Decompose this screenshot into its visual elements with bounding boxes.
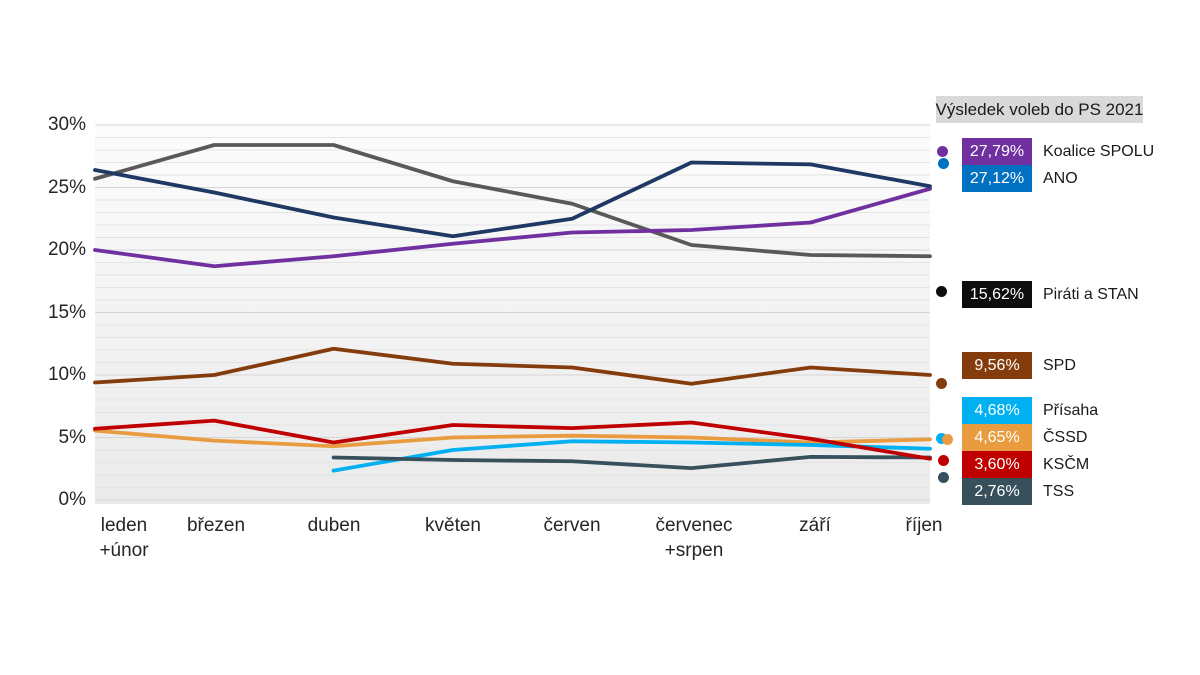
y-tick-label: 30% — [47, 114, 86, 135]
election-dot-cssd — [941, 434, 953, 446]
y-tick-label: 0% — [58, 489, 86, 510]
x-tick-label-brezen: březen — [186, 515, 246, 536]
legend-result-swatch: 15,62% — [962, 281, 1032, 308]
legend-result-swatch: 4,68% — [962, 397, 1032, 424]
legend-party-label: Přísaha — [1043, 401, 1099, 419]
election-dot-ano — [938, 158, 949, 169]
series-line-ano — [93, 160, 932, 239]
legend-party-label: SPD — [1043, 356, 1076, 374]
legend-result-swatch: 9,56% — [962, 352, 1032, 379]
y-tick-label: 15% — [47, 301, 86, 323]
legend-result-swatch: 27,79% — [962, 138, 1032, 165]
y-tick-label: 5% — [58, 426, 86, 448]
legend-result-swatch: 3,60% — [962, 451, 1032, 478]
legend-row-koalice-spolu: 27,79% Koalice SPOLU — [962, 138, 1154, 165]
x-tick-label-leden: leden +únor — [99, 515, 149, 561]
election-dot-spd — [935, 377, 947, 389]
series-line-tss — [331, 454, 932, 471]
legend-result-swatch: 27,12% — [962, 165, 1032, 192]
y-tick-label: 20% — [47, 239, 86, 260]
series-line-koalice-spolu — [93, 186, 932, 269]
legend-result-swatch: 2,76% — [962, 478, 1032, 505]
election-dot-pirati-a-stan — [936, 286, 947, 298]
election-dot-tss — [937, 471, 949, 483]
x-tick-label-cerven: červen — [543, 515, 601, 536]
x-tick-label-cervenec: červenec +srpen — [655, 515, 733, 561]
y-tick-label: 25% — [47, 176, 86, 198]
series-line-spd — [93, 346, 932, 386]
legend-party-label: TSS — [1043, 482, 1075, 500]
legend-party-label: ANO — [1043, 169, 1078, 187]
series-line-pirati-a-stan — [93, 143, 932, 259]
legend-party-label: ČSSD — [1043, 428, 1088, 446]
election-dot-kscm — [937, 454, 949, 466]
series-line-cssd — [93, 428, 932, 449]
x-tick-label-duben: duben — [307, 515, 361, 536]
y-tick-label: 10% — [47, 364, 86, 385]
legend-row-ano: 27,12% ANO — [962, 165, 1078, 192]
legend-party-label: KSČM — [1043, 455, 1090, 473]
legend-row-spd: 9,56% SPD — [962, 352, 1076, 379]
legend-row-prisaha: 4,68% Přísaha — [962, 397, 1098, 424]
x-tick-label-rijen: říjen — [905, 515, 943, 536]
legend-row-kscm: 3,60% KSČM — [962, 451, 1089, 478]
legend-title: Výsledek voleb do PS 2021 — [936, 96, 1143, 123]
legend-result-swatch: 4,65% — [962, 424, 1032, 451]
series-line-prisaha — [331, 439, 932, 473]
x-tick-label-kveten: květen — [425, 515, 481, 536]
legend-party-label: Koalice SPOLU — [1043, 142, 1155, 160]
legend-party-label: Piráti a STAN — [1043, 285, 1139, 303]
legend-row-pirati-a-stan: 15,62% Piráti a STAN — [962, 281, 1139, 308]
legend-row-tss: 2,76% TSS — [962, 478, 1074, 505]
series-line-kscm — [93, 418, 932, 461]
x-tick-label-zari: září — [799, 515, 831, 536]
legend-row-cssd: 4,65% ČSSD — [962, 424, 1087, 451]
election-dot-koalice-spolu — [937, 145, 948, 157]
